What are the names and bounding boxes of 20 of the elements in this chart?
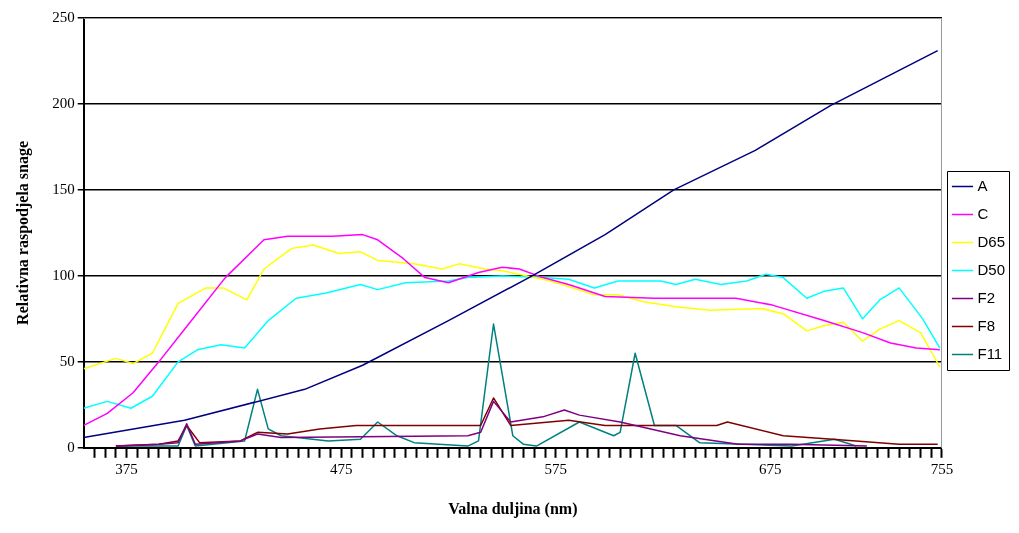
legend-label: C	[977, 204, 989, 222]
legend-label: A	[977, 176, 988, 194]
x-axis-title: Valna duljina (nm)	[448, 499, 578, 518]
x-tick-label: 575	[544, 460, 568, 477]
legend-label: D50	[977, 260, 1006, 278]
y-tick-label: 200	[52, 94, 75, 111]
y-tick-label: 150	[52, 180, 75, 197]
legend-label: D65	[977, 232, 1006, 250]
legend-label: F2	[977, 288, 995, 306]
x-tick-label: 755	[930, 460, 954, 477]
y-axis-title: Relativna raspodjela snage	[13, 140, 32, 325]
y-tick-label: 0	[67, 438, 75, 455]
legend-label: F8	[977, 316, 995, 334]
x-tick-label: 675	[759, 460, 782, 477]
y-tick-label: 100	[52, 266, 75, 283]
y-tick-label: 250	[52, 8, 75, 25]
y-tick-label: 50	[59, 352, 75, 369]
x-tick-label: 475	[329, 460, 353, 477]
x-tick-label: 375	[115, 460, 138, 477]
legend-label: F11	[977, 344, 1003, 362]
